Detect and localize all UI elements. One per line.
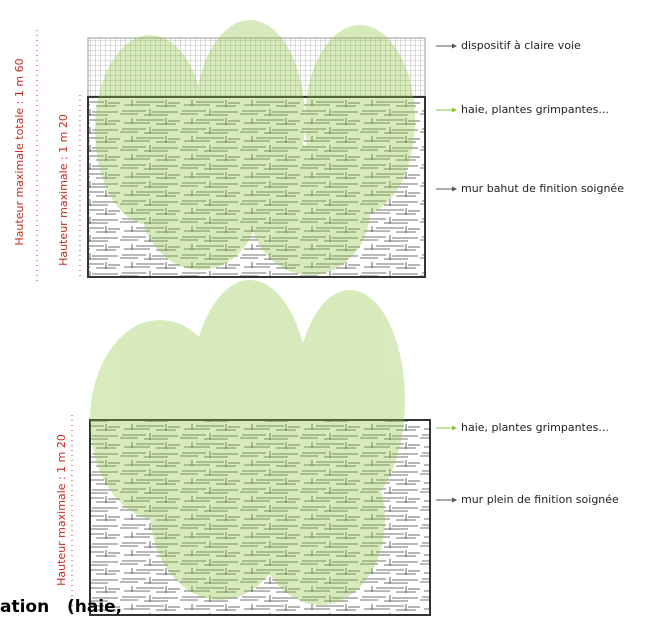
wall [89, 419, 431, 616]
label: mur plein de finition soignée [461, 493, 619, 506]
height-label: Hauteur maximale : 1 m 20 [57, 114, 70, 266]
trellis [87, 37, 426, 98]
label: mur bahut de finition soignée [461, 182, 624, 195]
wall [87, 96, 426, 278]
label: haie, plantes grimpantes... [461, 421, 609, 434]
height-label: Hauteur maximale totale : 1 m 60 [13, 58, 26, 245]
foliage [95, 20, 415, 275]
label: dispositif à claire voie [461, 39, 581, 52]
height-label: Hauteur maximale : 1 m 20 [55, 434, 68, 586]
label: haie, plantes grimpantes... [461, 103, 609, 116]
footer-text: ation (haie, [0, 597, 122, 617]
foliage [90, 280, 405, 605]
